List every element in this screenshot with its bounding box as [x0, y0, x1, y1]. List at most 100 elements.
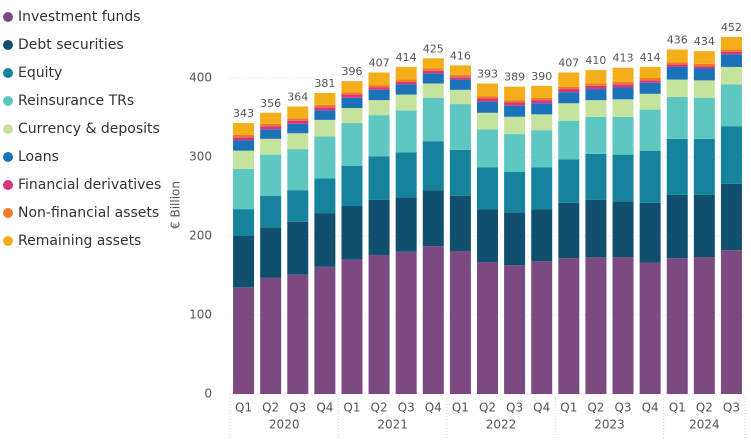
bar-segment: [260, 277, 282, 394]
x-group-label: 2021: [377, 418, 408, 432]
bar-segment: [720, 49, 742, 52]
bar-segment: [531, 167, 553, 210]
legend-marker: [3, 236, 13, 246]
bar-segment: [368, 87, 390, 90]
bar-segment: [233, 287, 255, 394]
bar-segment: [612, 87, 634, 100]
bar-segment: [666, 194, 688, 259]
x-tick-label: Q3: [289, 401, 306, 415]
bar-segment: [504, 212, 526, 266]
bar-segment: [395, 81, 417, 85]
total-label: 436: [667, 34, 688, 47]
bar-segment: [612, 116, 634, 155]
bar-segment: [233, 209, 255, 236]
bar-segment: [260, 154, 282, 196]
total-label: 393: [477, 68, 498, 81]
legend-label: Currency & deposits: [18, 121, 160, 137]
y-tick-label: 400: [189, 71, 212, 85]
bar-segment: [260, 126, 282, 130]
bar-segment: [585, 100, 607, 117]
bar-segment: [395, 197, 417, 252]
bar-segment: [720, 66, 742, 85]
bar-segment: [449, 104, 471, 150]
bar-segment: [368, 89, 390, 101]
total-label: 410: [585, 54, 606, 67]
bar-segment: [233, 168, 255, 210]
legend-marker: [3, 96, 13, 106]
bar-segment: [314, 213, 336, 267]
bar-segment: [422, 58, 444, 69]
legend-marker: [3, 12, 13, 22]
x-tick-label: Q2: [371, 401, 388, 415]
bar-segment: [720, 54, 742, 67]
bar-segment: [395, 251, 417, 394]
total-label: 396: [341, 65, 362, 78]
bar-segment: [341, 92, 363, 95]
bar-segment: [341, 259, 363, 394]
bar-segment: [395, 152, 417, 198]
x-tick-label: Q4: [425, 401, 442, 415]
bar-segment: [531, 130, 553, 168]
bar-segment: [639, 80, 661, 83]
legend-label: Financial derivatives: [18, 177, 161, 193]
bar-segment: [693, 66, 715, 69]
bar-segment: [449, 89, 471, 105]
x-group-label: 2020: [269, 418, 300, 432]
bar-segment: [666, 66, 688, 80]
bar-segment: [612, 154, 634, 202]
bar-segment: [449, 77, 471, 80]
bar-segment: [314, 266, 336, 394]
x-tick-label: Q1: [452, 401, 469, 415]
legend-label: Non-financial assets: [18, 205, 159, 221]
bar-segment: [449, 149, 471, 196]
bar-segment: [477, 101, 498, 113]
bar-segment: [422, 246, 444, 394]
bar-segment: [531, 97, 553, 101]
legend-label: Equity: [18, 65, 62, 81]
bar-segment: [639, 109, 661, 151]
bar-segment: [531, 209, 553, 262]
bar-segment: [422, 141, 444, 191]
bar-segment: [558, 86, 580, 90]
bar-segment: [368, 85, 390, 88]
bar-segment: [531, 114, 553, 131]
bar-segment: [341, 81, 363, 93]
bar-segment: [314, 136, 336, 179]
total-label: 343: [233, 107, 254, 120]
legend-marker: [3, 180, 13, 190]
bar-segment: [287, 133, 309, 150]
bar-segment: [233, 236, 255, 288]
bar-segment: [504, 100, 526, 103]
bar-segment: [341, 108, 363, 124]
bar-segment: [341, 205, 363, 260]
y-tick-label: 300: [189, 150, 212, 164]
bar-segment: [558, 89, 580, 93]
bar-segment: [612, 99, 634, 117]
bar-segment: [558, 72, 580, 87]
bar-segment: [666, 62, 688, 65]
bar-segment: [260, 123, 282, 127]
bar-segment: [287, 274, 309, 394]
bar-segment: [422, 190, 444, 247]
bar-segment: [477, 262, 498, 394]
bar-segment: [720, 183, 742, 251]
bar-segment: [422, 73, 444, 84]
x-tick-label: Q3: [614, 401, 631, 415]
y-tick-label: 0: [204, 387, 212, 401]
bar-segment: [449, 65, 471, 75]
y-axis-label: € Billion: [169, 181, 183, 229]
bar-segment: [233, 140, 255, 151]
bar-segment: [531, 261, 553, 394]
legend-label: Debt securities: [18, 37, 124, 53]
bar-segment: [666, 258, 688, 394]
total-label: 381: [314, 77, 335, 90]
bar-segment: [693, 80, 715, 98]
bar-segment: [666, 96, 688, 139]
bar-segment: [477, 167, 498, 210]
x-tick-label: Q3: [398, 401, 415, 415]
bar-segment: [558, 258, 580, 394]
bar-segment: [449, 74, 471, 78]
bar-segment: [639, 262, 661, 394]
bar-segment: [504, 172, 526, 213]
bar-segment: [720, 84, 742, 127]
